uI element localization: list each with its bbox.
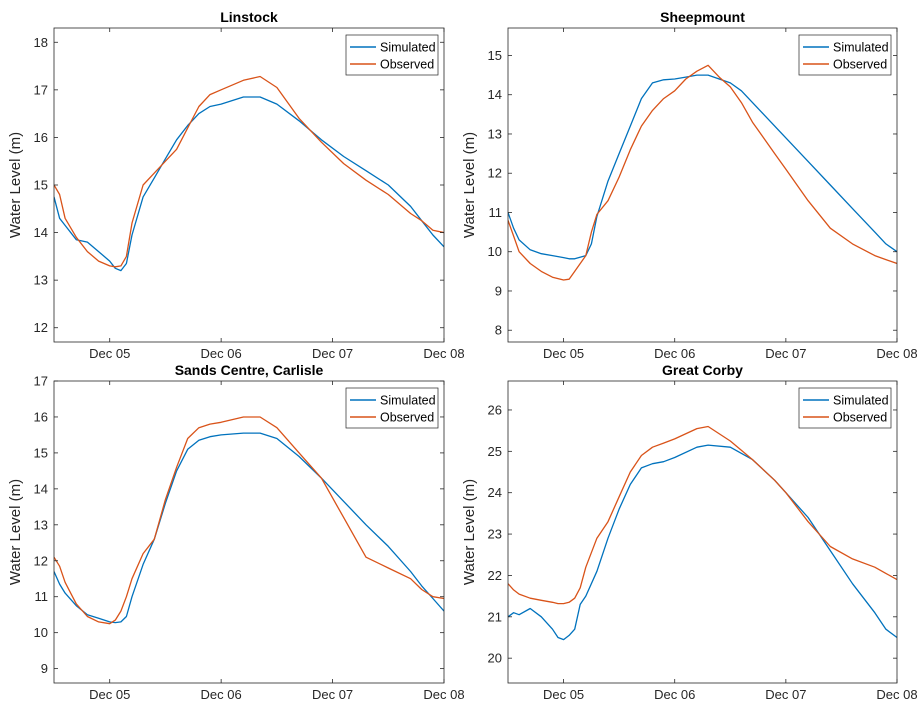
y-tick-label: 15 [488, 48, 502, 63]
y-tick-label: 17 [34, 82, 48, 97]
legend-label: Simulated [380, 41, 436, 55]
chart-panel: 9 10 11 12 13 14 15 16 17 Dec 05 Dec 06 Dec 07 Dec 0… [7, 362, 465, 702]
y-tick-label: 13 [34, 273, 48, 288]
legend-box [798, 387, 892, 429]
chart-panel: 8 9 10 11 12 13 14 15 Dec 05 Dec 06 Dec 07 Dec 08 Sh… [461, 9, 918, 361]
x-tick-label: Dec 08 [423, 687, 464, 702]
x-tick-label: Dec 06 [201, 346, 242, 361]
legend-label: Simulated [833, 41, 889, 55]
chart-title: Great Corby [662, 362, 743, 378]
legend-box [345, 34, 439, 76]
y-tick-label: 14 [34, 225, 48, 240]
y-tick-label: 8 [495, 323, 502, 338]
x-tick-label: Dec 06 [654, 346, 695, 361]
x-tick-label: Dec 05 [543, 346, 584, 361]
y-tick-label: 11 [35, 589, 49, 604]
axes-box [507, 27, 898, 343]
y-tick-label: 16 [34, 409, 48, 424]
series-group [508, 425, 897, 641]
plot-area [508, 28, 897, 342]
x-tick-label: Dec 08 [876, 687, 917, 702]
x-tick-label: Dec 05 [89, 687, 130, 702]
series-line-observed [54, 75, 444, 268]
y-tick-label: 10 [34, 625, 48, 640]
legend-label: Observed [833, 58, 887, 72]
x-tick-label: Dec 08 [876, 346, 917, 361]
x-tick-label: Dec 07 [312, 346, 353, 361]
x-tick-label: Dec 06 [201, 687, 242, 702]
series-line-observed [54, 416, 444, 625]
legend-label: Observed [380, 58, 434, 72]
y-tick-label: 11 [489, 205, 503, 220]
x-tick-label: Dec 07 [765, 687, 806, 702]
legend-label: Observed [833, 411, 887, 425]
y-axis-label: Water Level (m) [461, 479, 478, 585]
y-tick-label: 16 [34, 130, 48, 145]
legend: Simulated Observed [798, 34, 892, 76]
y-axis-label: Water Level (m) [7, 479, 24, 585]
y-tick-label: 22 [488, 568, 502, 583]
legend-box [798, 34, 892, 76]
chart-panel: 12 13 14 15 16 17 18 Dec 05 Dec 06 Dec 07 Dec 08 Li… [7, 9, 465, 361]
chart-title: Sheepmount [660, 9, 745, 25]
plot-area [54, 381, 444, 683]
y-tick-label: 25 [488, 444, 502, 459]
series-line-simulated [508, 74, 897, 260]
y-tick-label: 9 [495, 283, 502, 298]
x-tick-label: Dec 06 [654, 687, 695, 702]
series-group [508, 64, 897, 281]
y-axis-label: Water Level (m) [7, 132, 24, 238]
y-tick-label: 15 [34, 178, 48, 193]
legend-label: Simulated [380, 394, 436, 408]
series-line-simulated [54, 432, 444, 624]
chart-panel: 20 21 22 23 24 25 26 Dec 05 Dec 06 Dec 07 Dec 08 Gr… [461, 362, 918, 702]
y-tick-label: 13 [488, 126, 502, 141]
y-tick-label: 24 [488, 485, 502, 500]
series-line-simulated [508, 444, 897, 641]
axes-box [53, 380, 445, 684]
y-tick-label: 12 [34, 320, 48, 335]
plot-area [54, 28, 444, 342]
series-line-observed [508, 425, 897, 605]
y-tick-label: 12 [488, 166, 502, 181]
chart-title: Linstock [220, 9, 278, 25]
y-tick-label: 14 [488, 87, 502, 102]
legend: Simulated Observed [798, 387, 892, 429]
legend: Simulated Observed [345, 34, 439, 76]
legend-label: Observed [380, 411, 434, 425]
series-group [54, 416, 444, 625]
y-axis-label: Water Level (m) [461, 132, 478, 238]
x-tick-label: Dec 07 [765, 346, 806, 361]
y-tick-label: 21 [488, 609, 502, 624]
series-group [54, 75, 444, 272]
legend-label: Simulated [833, 394, 889, 408]
legend-box [345, 387, 439, 429]
series-line-observed [508, 64, 897, 281]
y-tick-label: 15 [34, 445, 48, 460]
legend: Simulated Observed [345, 387, 439, 429]
y-tick-label: 20 [488, 651, 502, 666]
axes-box [507, 380, 898, 684]
y-tick-label: 12 [34, 553, 48, 568]
series-line-simulated [54, 96, 444, 272]
y-tick-label: 14 [34, 481, 48, 496]
y-tick-label: 23 [488, 527, 502, 542]
plot-area [508, 381, 897, 683]
x-tick-label: Dec 05 [543, 687, 584, 702]
y-tick-label: 17 [34, 374, 48, 389]
y-tick-label: 18 [34, 35, 48, 50]
y-tick-label: 10 [488, 244, 502, 259]
y-tick-label: 26 [488, 402, 502, 417]
y-tick-label: 13 [34, 517, 48, 532]
x-tick-label: Dec 08 [423, 346, 464, 361]
chart-title: Sands Centre, Carlisle [175, 362, 324, 378]
y-tick-label: 9 [41, 661, 48, 676]
x-tick-label: Dec 05 [89, 346, 130, 361]
x-tick-label: Dec 07 [312, 687, 353, 702]
